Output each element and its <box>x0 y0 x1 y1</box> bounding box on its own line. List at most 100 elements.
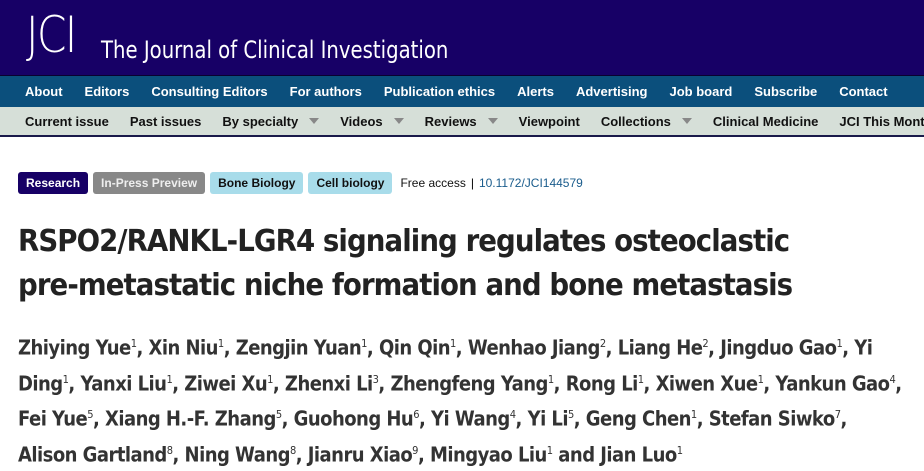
author-name[interactable]: Yi Wang <box>431 406 510 431</box>
subnav-item-videos[interactable]: Videos <box>340 113 404 129</box>
affiliation-number: 5 <box>567 408 574 422</box>
subnav-label: Current issue <box>25 113 109 129</box>
affiliation-number: 2 <box>702 337 709 350</box>
subnav-label: JCI This Month <box>839 113 924 129</box>
affiliation-number: 1 <box>130 337 137 350</box>
author-name[interactable]: Jianru Xiao <box>307 442 413 467</box>
author-name[interactable]: Yi Ding <box>18 335 873 396</box>
affiliation-number: 1 <box>637 372 644 386</box>
affiliation-number: 7 <box>834 408 841 422</box>
dropdown-caret-icon <box>681 118 692 124</box>
affiliation-number: 2 <box>599 337 606 350</box>
nav-item-contact[interactable]: Contact <box>839 84 888 99</box>
author-name[interactable]: Xiang H.-F. Zhang <box>104 406 276 431</box>
author-name[interactable]: Alison Gartland <box>18 442 167 467</box>
author-list: Zhiying Yue1, Xin Niu1, Zengjin Yuan1, Q… <box>18 335 902 467</box>
author-name[interactable]: Jingduo Gao <box>720 335 837 360</box>
author-name[interactable]: Jian Luo <box>600 442 677 467</box>
affiliation-number: 1 <box>690 408 697 422</box>
author-name[interactable]: Qin Qin <box>378 335 451 360</box>
affiliation-number: 6 <box>413 408 419 422</box>
tag-research[interactable]: Research <box>18 172 89 194</box>
author-name[interactable]: Rong Li <box>565 371 639 396</box>
doi-link[interactable]: 10.1172/JCI144579 <box>478 176 583 190</box>
affiliation-number: 8 <box>289 443 296 457</box>
article-tags: Research In-Press Preview Bone Biology C… <box>18 172 583 194</box>
subnav-label: Reviews <box>424 113 477 129</box>
affiliation-number: 5 <box>87 408 93 422</box>
subnav-label: Clinical Medicine <box>712 113 819 129</box>
affiliation-number: 1 <box>676 443 683 457</box>
subnav-item-collections[interactable]: Collections <box>601 114 692 129</box>
subnav-label: By specialty <box>222 113 299 129</box>
journal-title[interactable]: The Journal of Clinical Investigation <box>101 36 449 64</box>
nav-item-job-board[interactable]: Job board <box>669 84 733 99</box>
subnav-item-past-issues[interactable]: Past issues <box>130 114 202 129</box>
subnav-label: Collections <box>600 113 671 129</box>
subnav-item-clinical-medicine[interactable]: Clinical Medicine <box>713 114 818 129</box>
author-name[interactable]: Mingyao Liu <box>429 442 547 467</box>
affiliation-number: 1 <box>546 443 553 457</box>
author-name[interactable]: Fei Yue <box>18 406 88 431</box>
article-title: RSPO2/RANKL-LGR4 signaling regulates ost… <box>18 224 793 303</box>
affiliation-number: 8 <box>166 443 173 457</box>
subnav-label: Past issues <box>129 113 202 129</box>
affiliation-number: 4 <box>889 372 896 386</box>
affiliation-number: 1 <box>361 337 367 350</box>
tag-bone-biology[interactable]: Bone Biology <box>210 172 304 194</box>
author-name[interactable]: Zhiying Yue <box>18 335 131 360</box>
author-name[interactable]: Wenhao Jiang <box>467 335 601 360</box>
jci-logo[interactable]: JCI <box>26 6 77 64</box>
nav-item-about[interactable]: About <box>25 84 63 99</box>
subnav-item-viewpoint[interactable]: Viewpoint <box>519 114 580 129</box>
affiliation-number: 1 <box>166 372 173 386</box>
author-name[interactable]: Geng Chen <box>585 406 692 431</box>
author-name[interactable]: Xin Niu <box>148 335 219 360</box>
affiliation-number: 1 <box>757 372 764 386</box>
subnav-item-reviews[interactable]: Reviews <box>425 114 498 129</box>
author-name[interactable]: Yankun Gao <box>775 371 890 396</box>
author-name[interactable]: Xiwen Xue <box>655 371 759 396</box>
subnav-item-by-specialty[interactable]: By specialty <box>222 113 320 129</box>
nav-item-for-authors[interactable]: For authors <box>289 84 362 99</box>
affiliation-number: 9 <box>412 443 418 457</box>
subnav-item-current-issue[interactable]: Current issue <box>25 114 109 129</box>
author-name[interactable]: Stefan Siwko <box>708 406 836 431</box>
nav-item-alerts[interactable]: Alerts <box>517 84 554 99</box>
access-status: Free access <box>400 176 466 190</box>
separator: | <box>470 176 474 190</box>
nav-item-subscribe[interactable]: Subscribe <box>754 84 818 99</box>
affiliation-number: 1 <box>547 372 554 386</box>
dropdown-caret-icon <box>393 118 404 124</box>
tag-in-press-preview[interactable]: In-Press Preview <box>93 172 206 194</box>
author-name[interactable]: Ning Wang <box>184 442 291 467</box>
author-name[interactable]: Yanxi Liu <box>80 371 167 396</box>
nav-item-publication-ethics[interactable]: Publication ethics <box>383 84 496 99</box>
primary-nav: About Editors Consulting Editors For author… <box>0 76 924 107</box>
nav-item-consulting-editors[interactable]: Consulting Editors <box>151 84 268 99</box>
affiliation-number: 3 <box>372 372 379 386</box>
author-name[interactable]: Zhengfeng Yang <box>390 371 548 396</box>
author-name[interactable]: Zengjin Yuan <box>235 335 362 360</box>
affiliation-number: 1 <box>836 337 843 350</box>
affiliation-number: 4 <box>509 408 516 422</box>
dropdown-caret-icon <box>487 118 498 124</box>
author-name[interactable]: Zhenxi Li <box>284 371 373 396</box>
affiliation-number: 1 <box>267 372 273 386</box>
subnav-item-jci-this-month[interactable]: JCI This Month <box>839 114 924 129</box>
affiliation-number: 1 <box>217 337 224 350</box>
secondary-nav: Current issue Past issues By specialty Vide… <box>0 107 924 137</box>
dropdown-caret-icon <box>309 118 320 124</box>
author-name[interactable]: Liang He <box>617 335 703 360</box>
affiliation-number: 5 <box>275 408 282 422</box>
affiliation-number: 1 <box>450 337 456 350</box>
subnav-label: Videos <box>340 113 383 129</box>
nav-item-advertising[interactable]: Advertising <box>575 84 648 99</box>
nav-item-editors[interactable]: Editors <box>84 84 130 99</box>
author-name[interactable]: Yi Li <box>527 406 569 431</box>
subnav-label: Viewpoint <box>518 113 580 129</box>
author-name[interactable]: Guohong Hu <box>293 406 414 431</box>
tag-cell-biology[interactable]: Cell biology <box>308 172 393 194</box>
author-name[interactable]: Ziwei Xu <box>184 371 268 396</box>
site-header: JCI The Journal of Clinical Investigatio… <box>0 0 924 76</box>
